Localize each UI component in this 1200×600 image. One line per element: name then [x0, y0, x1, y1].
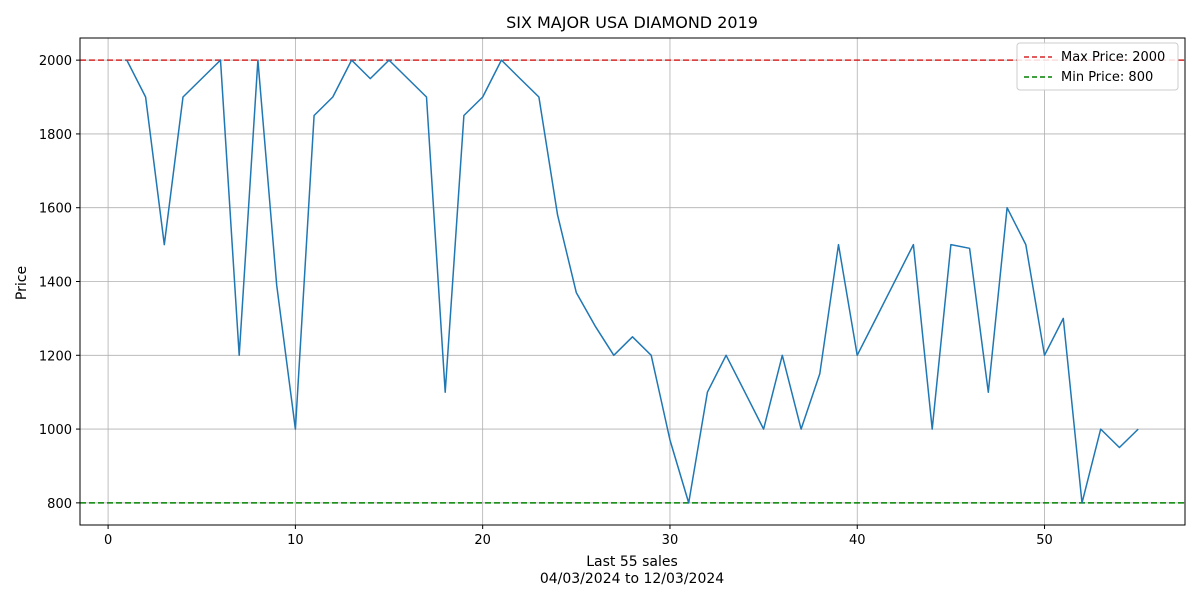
price-series-line [126, 59, 1139, 504]
x-tick-label: 30 [662, 533, 679, 548]
y-tick-label: 1400 [39, 276, 72, 291]
legend-max-label: Max Price: 2000 [1061, 50, 1165, 65]
y-tick-label: 2000 [39, 54, 72, 69]
legend: Max Price: 2000 Min Price: 800 [1016, 42, 1179, 91]
ticks: 0 10 20 30 40 50 800 1000 1200 1400 1600 1800 2000 [39, 54, 1053, 548]
x-tick-label: 40 [849, 533, 866, 548]
reference-lines [80, 59, 1185, 504]
y-tick-label: 1200 [39, 349, 72, 364]
y-tick-label: 800 [47, 497, 72, 512]
series-layer [126, 59, 1139, 504]
x-tick-label: 0 [104, 533, 112, 548]
chart-title: SIX MAJOR USA DIAMOND 2019 [506, 13, 758, 32]
y-axis-label: Price [14, 266, 30, 300]
x-tick-label: 50 [1036, 533, 1053, 548]
x-tick-label: 10 [287, 533, 304, 548]
y-tick-label: 1800 [39, 128, 72, 143]
x-axis-sublabel: 04/03/2024 to 12/03/2024 [540, 571, 724, 587]
legend-min-label: Min Price: 800 [1061, 70, 1153, 85]
y-tick-label: 1600 [39, 202, 72, 217]
x-axis-label: Last 55 sales [586, 554, 678, 570]
y-tick-label: 1000 [39, 423, 72, 438]
legend-box [1016, 42, 1179, 91]
x-tick-label: 20 [474, 533, 491, 548]
